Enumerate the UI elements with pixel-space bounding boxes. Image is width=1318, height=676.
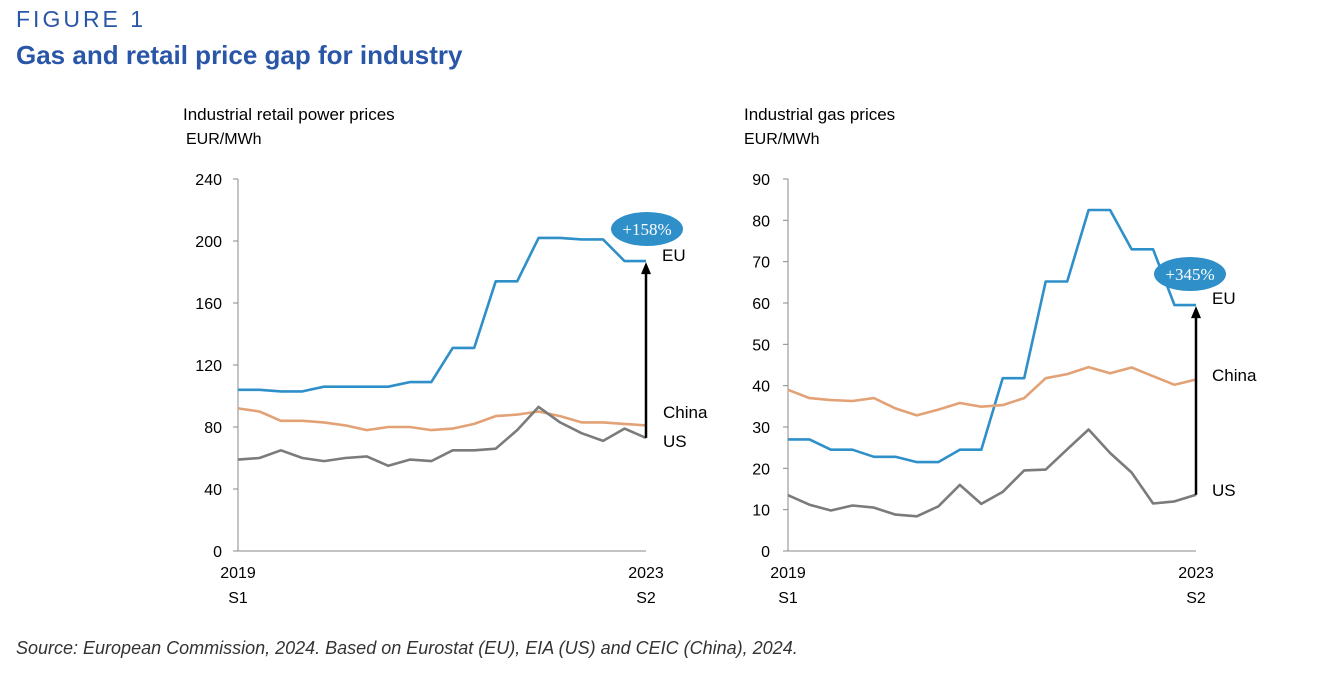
y-tick-label: 10 <box>752 503 770 520</box>
gap-badge-label: +345% <box>1165 265 1214 284</box>
y-axis-unit: EUR/MWh <box>744 131 820 148</box>
y-tick-label: 70 <box>752 255 770 272</box>
figure-title: Gas and retail price gap for industry <box>16 40 463 70</box>
y-tick-label: 200 <box>195 234 222 251</box>
x-end-period-label: S2 <box>636 590 656 607</box>
y-axis-unit: EUR/MWh <box>186 131 262 148</box>
gap-arrow-head <box>1191 306 1201 319</box>
gap-badge-label: +158% <box>622 220 671 239</box>
x-start-period-label: S1 <box>228 590 248 607</box>
power-price-chart: Industrial retail power prices EUR/MWh 0 40… <box>183 105 708 607</box>
y-tick-label: 0 <box>761 544 770 561</box>
source-note: Source: European Commission, 2024. Based… <box>16 638 798 658</box>
y-tick-label: 240 <box>195 172 222 189</box>
series-line-china <box>237 407 647 432</box>
figure-label: FIGURE 1 <box>16 6 147 32</box>
series-label-eu: EU <box>662 246 686 265</box>
y-tick-label: 90 <box>752 172 770 189</box>
series-label-china: China <box>1212 366 1257 385</box>
gas-price-chart: Industrial gas prices EUR/MWh 0 10 20 30 40 50 6… <box>744 105 1257 607</box>
series-line-eu <box>788 208 1196 464</box>
series-label-us: US <box>663 432 687 451</box>
y-tick-label: 80 <box>752 213 770 230</box>
y-tick-label: 40 <box>752 379 770 396</box>
y-tick-label: 20 <box>752 461 770 478</box>
y-tick-label: 30 <box>752 420 770 437</box>
x-end-year-label: 2023 <box>1178 565 1214 582</box>
y-tick-label: 0 <box>213 544 222 561</box>
x-start-year-label: 2019 <box>770 565 806 582</box>
y-tick-label: 160 <box>195 296 222 313</box>
y-tick-label: 120 <box>195 358 222 375</box>
y-tick-label: 50 <box>752 337 770 354</box>
x-end-year-label: 2023 <box>628 565 664 582</box>
series-line-us <box>237 405 647 468</box>
series-label-china: China <box>663 403 708 422</box>
series-label-us: US <box>1212 481 1236 500</box>
y-tick-label: 60 <box>752 296 770 313</box>
gap-badge <box>1154 257 1226 291</box>
series-label-eu: EU <box>1212 289 1236 308</box>
series-line-china <box>787 365 1197 417</box>
chart-title: Industrial gas prices <box>744 105 895 124</box>
gap-badge <box>611 212 683 246</box>
y-tick-label: 80 <box>204 420 222 437</box>
chart-title: Industrial retail power prices <box>183 105 395 124</box>
series-line-us <box>787 428 1197 518</box>
series-line-eu <box>238 236 646 393</box>
x-start-period-label: S1 <box>778 590 798 607</box>
x-start-year-label: 2019 <box>220 565 256 582</box>
gap-arrow-head <box>641 262 651 275</box>
y-tick-label: 40 <box>204 482 222 499</box>
x-end-period-label: S2 <box>1186 590 1206 607</box>
